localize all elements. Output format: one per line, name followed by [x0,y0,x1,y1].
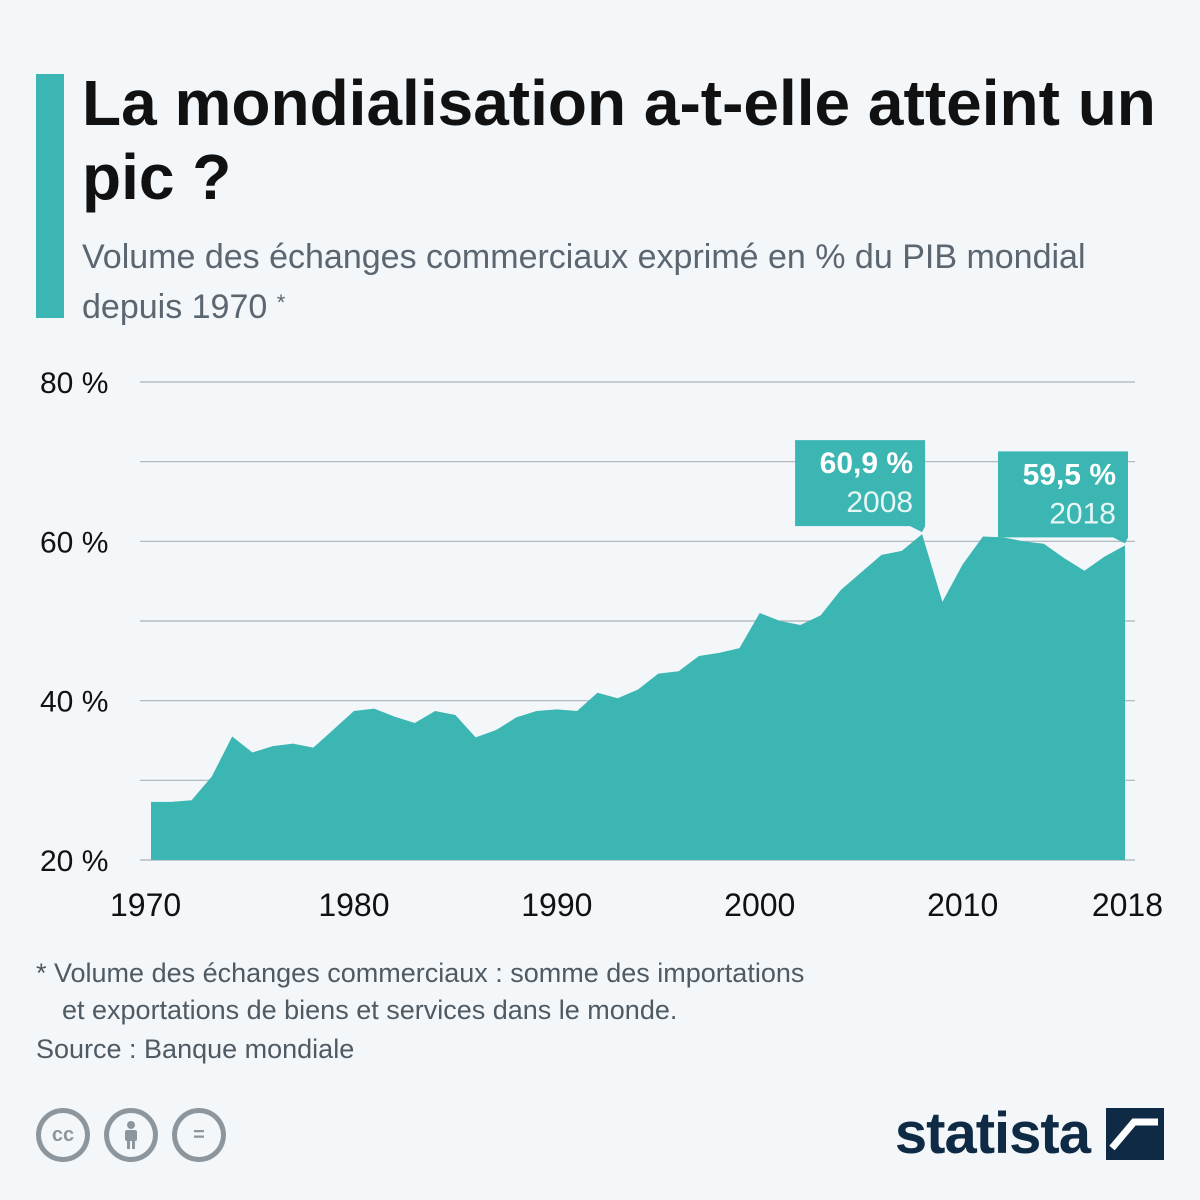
cc-icon[interactable]: cc [36,1108,90,1162]
chart-subtitle: Volume des échanges commerciaux exprimé … [82,232,1172,332]
person-icon [125,1121,137,1149]
y-tick-label: 80 % [40,367,108,400]
annotation-box [998,451,1128,544]
trade-volume-chart: 20 % 40 % 60 % 80 % 1970 1980 1990 2000 2010 2018… [40,367,1163,920]
y-tick-label: 20 % [40,845,108,878]
source-note: Source : Banque mondiale [36,1034,355,1064]
footnote-line-1: * Volume des échanges commerciaux : somm… [36,958,805,988]
annotation-year: 2018 [1049,497,1116,530]
statista-logo[interactable]: statista [895,1100,1164,1167]
footnote: * Volume des échanges commerciaux : somm… [36,955,1036,1029]
x-tick-label: 2000 [724,887,795,920]
no-derivatives-icon[interactable]: = [172,1108,226,1162]
title-accent-bar [36,74,64,318]
annotation-year: 2008 [846,486,913,519]
equals-glyph: = [177,1113,221,1157]
series-area [151,534,1125,860]
annotation-value: 60,9 % [820,447,913,480]
brand-name: statista [894,1101,1091,1166]
x-tick-label: 2018 [1092,887,1163,920]
license-icons: cc = [36,1108,226,1162]
x-tick-label: 1990 [521,887,592,920]
subtitle-text: Volume des échanges commerciaux exprimé … [82,238,1086,326]
annotation-value: 59,5 % [1023,458,1116,491]
annotation-box [795,440,926,533]
x-tick-label: 1980 [318,887,389,920]
x-tick-label: 2010 [927,887,998,920]
subtitle-footnote-mark: * [276,290,286,315]
attribution-icon[interactable] [104,1108,158,1162]
x-tick-label: 1970 [110,887,181,920]
y-tick-label: 40 % [40,686,108,719]
statista-logo-icon [1106,1107,1164,1160]
page-title: La mondialisation a-t-elle atteint un pi… [82,67,1156,213]
footnote-line-2: et exportations de biens et services dan… [62,995,678,1025]
y-tick-label: 60 % [40,526,108,559]
cc-icon-glyph: cc [41,1113,85,1157]
